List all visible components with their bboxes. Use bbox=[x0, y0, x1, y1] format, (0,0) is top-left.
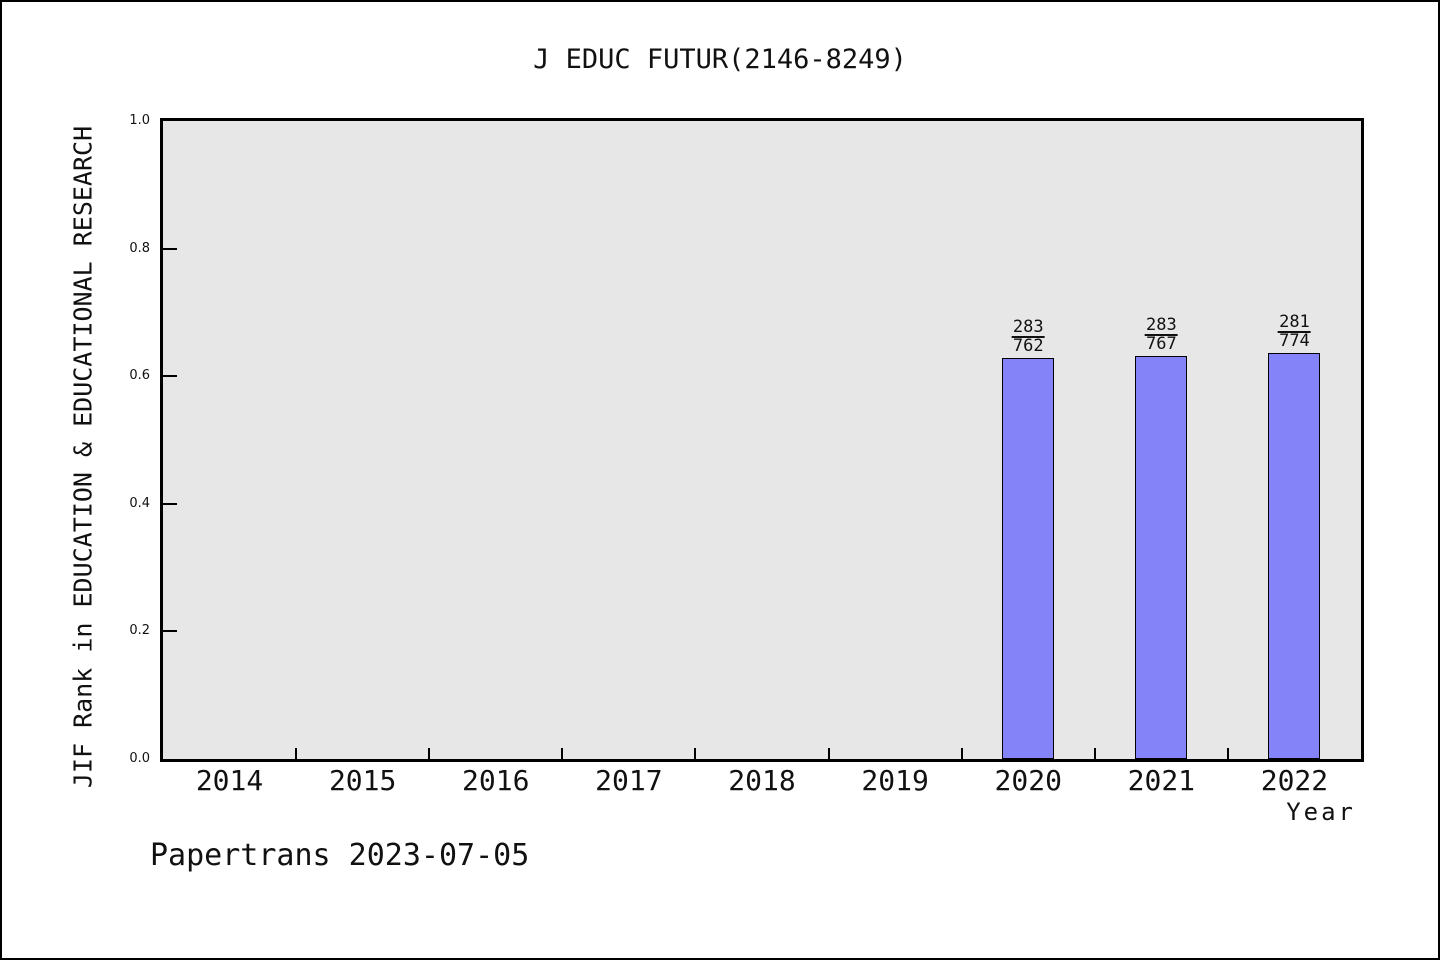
x-axis-label: Year bbox=[1286, 798, 1356, 826]
y-axis-label: JIF Rank in EDUCATION & EDUCATIONAL RESE… bbox=[68, 125, 98, 789]
y-tick-mark bbox=[163, 375, 177, 378]
footer-text: Papertrans 2023-07-05 bbox=[150, 838, 530, 873]
x-tick-label: 2015 bbox=[328, 764, 397, 797]
y-tick-label: 0.0 bbox=[129, 751, 150, 766]
bar-value-numerator: 283 bbox=[1011, 316, 1045, 338]
x-tick-mark bbox=[827, 748, 830, 759]
y-tick-label: 0.2 bbox=[129, 623, 150, 639]
bar bbox=[1135, 356, 1188, 759]
x-tick-mark bbox=[1226, 748, 1229, 759]
x-tick-mark bbox=[561, 748, 564, 759]
x-tick-label: 2019 bbox=[861, 764, 929, 797]
y-tick-mark bbox=[163, 502, 177, 505]
bar-value-denominator: 767 bbox=[1145, 334, 1177, 355]
x-tick-label: 2016 bbox=[462, 764, 530, 797]
bar bbox=[1002, 357, 1055, 759]
x-tick-label: 2021 bbox=[1127, 764, 1196, 797]
bar-value-denominator: 774 bbox=[1279, 330, 1310, 351]
x-tick-label: 2014 bbox=[195, 764, 264, 797]
x-tick-mark bbox=[428, 748, 431, 759]
chart-title: J EDUC FUTUR(2146-8249) bbox=[533, 44, 907, 75]
bar-value-denominator: 762 bbox=[1012, 335, 1044, 356]
y-tick-label: 1.0 bbox=[129, 113, 150, 128]
x-tick-label: 2018 bbox=[728, 764, 796, 797]
bar-value-label: 283 762 bbox=[1011, 316, 1045, 356]
y-tick-label: 0.4 bbox=[129, 495, 150, 511]
bar-value-numerator: 283 bbox=[1144, 315, 1178, 337]
bar-value-label: 281 774 bbox=[1278, 311, 1311, 351]
x-tick-mark bbox=[960, 748, 963, 759]
y-tick-label: 0.8 bbox=[129, 240, 150, 256]
y-tick-label: 0.6 bbox=[129, 368, 150, 384]
bar bbox=[1268, 352, 1321, 759]
y-tick-mark bbox=[163, 630, 177, 633]
x-tick-mark bbox=[295, 748, 298, 759]
x-tick-label: 2020 bbox=[994, 764, 1062, 797]
x-tick-label: 2017 bbox=[595, 764, 663, 797]
bar-value-label: 283 767 bbox=[1144, 315, 1178, 355]
plot-inner: 283 762 283 767 281 774 bbox=[163, 121, 1361, 759]
plot-area: 283 762 283 767 281 774 bbox=[160, 118, 1364, 762]
bar-value-numerator: 281 bbox=[1278, 311, 1311, 333]
y-tick-mark bbox=[163, 247, 177, 250]
x-tick-mark bbox=[1093, 748, 1096, 759]
x-tick-mark bbox=[694, 748, 697, 759]
x-tick-label: 2022 bbox=[1260, 764, 1329, 797]
